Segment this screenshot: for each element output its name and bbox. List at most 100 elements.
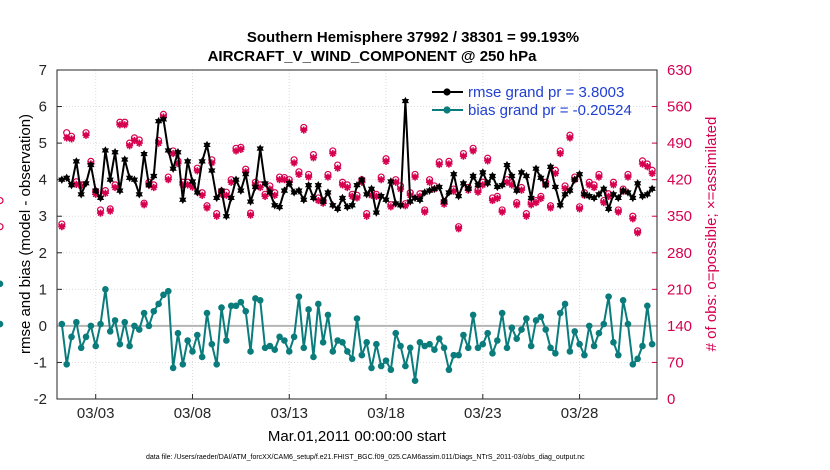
bias-point [435,335,443,342]
obs-assimilated-point [208,159,216,167]
bias-point [561,300,569,308]
obs-assimilated-point [363,212,371,220]
rmse-point [382,195,390,204]
rmse-point [508,171,516,181]
rmse-point [479,168,487,177]
chart-title: Southern Hemisphere 37992 / 38301 = 99.1… [247,29,579,46]
obs-assimilated-point [271,191,279,199]
obs-assimilated-point [111,183,119,192]
bias-point [160,291,167,299]
rmse-point [193,188,201,197]
rmse-point [275,202,284,212]
bias-point [237,298,245,306]
obs-assimilated-point [338,181,347,189]
rmse-point [261,179,269,188]
bias-point [164,287,172,295]
bias-point [150,307,158,315]
obs-assimilated-point [638,160,647,168]
bias-point [208,340,216,348]
rmse-point [145,180,153,190]
rmse-point [571,175,579,184]
rmse-point [184,157,192,166]
bias-point [300,344,308,352]
bias-point [184,337,191,344]
bias-series [0,280,656,385]
obs-assimilated-point [551,169,559,177]
plot-frame [56,69,658,400]
obs-assimilated-point [377,176,385,184]
rmse-point [72,157,80,166]
rmse-point [363,190,371,199]
rmse-point [232,175,240,184]
legend: rmse grand pr = 3.8003 bias grand pr = -… [432,84,632,119]
rmse-point [566,186,574,195]
bias-point [77,344,85,352]
rmse-point [304,180,313,190]
bias-point [537,313,545,321]
y2-tick-label: 140 [667,318,692,335]
obs-assimilated-point [614,208,622,216]
bias-point [213,360,220,368]
obs-assimilated-point [392,178,400,186]
bias-point [203,309,211,317]
rmse-point [392,199,400,208]
obs-assimilated-point [401,202,409,210]
rmse-point [67,180,76,190]
y-tick-label: 4 [39,172,47,189]
y-tick-label: 2 [39,245,47,262]
bias-point [324,311,332,319]
bias-point [189,348,196,355]
bias-point [285,348,293,355]
obs-assimilated-point [324,173,332,181]
obs-assimilated-point [222,191,230,199]
rmse-point [585,191,593,201]
bias-point [155,300,162,308]
bias-point [305,306,312,313]
obs-assimilated-point [585,181,593,189]
bias-point [523,315,530,322]
bias-point [397,342,404,350]
rmse-point [445,188,453,197]
rmse-point [242,169,250,179]
bias-point [174,329,182,337]
obs-assimilated-point [609,181,618,189]
y-tick-label: 3 [39,208,47,225]
rmse-point [517,168,526,177]
rmse-point [348,201,356,210]
bias-point [532,317,540,324]
rmse-point [624,188,632,197]
bias-point [426,340,433,348]
bias-point [445,366,453,374]
obs-assimilated-point [101,189,109,197]
y-tick-label: -2 [34,391,47,408]
obs-assimilated-point [469,147,477,155]
rmse-point [338,193,347,203]
obs-assimilated-point [561,184,569,193]
bias-point [247,348,254,355]
y2-tick-label: 560 [667,99,692,116]
rmse-point [406,197,414,206]
rmse-point [634,179,642,188]
bias-point [387,366,395,374]
rmse-point [256,144,264,153]
rmse-point [609,190,618,199]
bias-point [266,342,274,350]
obs-assimilated-point [353,194,361,202]
obs-assimilated-point [125,142,134,150]
rmse-point [121,155,129,164]
obs-assimilated-point [450,187,458,195]
bias-point [198,353,206,361]
rmse-point [179,195,187,204]
bias-point [256,297,264,304]
obs-assimilated-point [198,191,206,199]
obs-assimilated-point [532,199,540,207]
y2-tick-label: 0 [667,391,675,408]
bias-point [542,326,550,333]
obs-assimilated-point [382,157,390,165]
bias-point [368,364,375,372]
bias-point [600,320,608,328]
rmse-point [484,179,492,188]
rmse-point [208,166,216,175]
x-tick-label: 03/23 [464,405,502,422]
